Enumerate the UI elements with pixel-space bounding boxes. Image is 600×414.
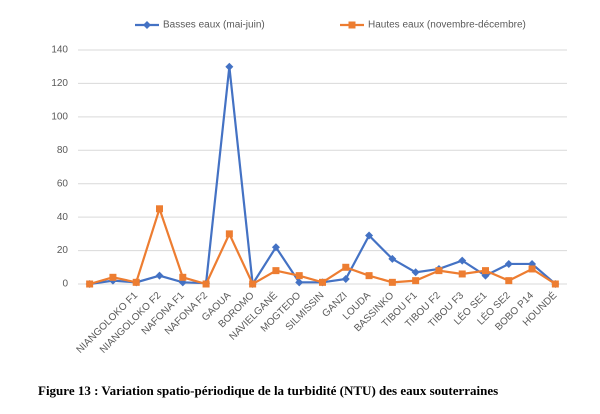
data-point [341,274,350,283]
y-tick-label: 0 [62,279,68,290]
legend-label: Hautes eaux (novembre-décembre) [368,20,526,31]
y-tick-label: 40 [57,212,69,223]
data-point [528,265,536,273]
legend-marker [143,21,151,29]
data-point [388,278,396,286]
data-point [271,243,280,252]
data-point [411,268,420,277]
data-point [225,230,233,238]
data-point [295,278,304,287]
y-tick-label: 120 [51,78,68,89]
data-point [155,271,164,280]
data-point [435,267,443,275]
data-point [156,205,163,213]
data-point [202,280,210,288]
data-point [132,278,140,286]
data-point [458,270,466,278]
y-tick-label: 60 [57,178,69,189]
data-point [86,280,94,288]
data-point [109,273,117,281]
data-point [319,278,326,286]
data-point [504,259,513,268]
legend-marker [348,21,356,29]
figure-caption: Figure 13 : Variation spatio-périodique … [38,383,498,398]
data-point [295,272,303,280]
series-line [89,66,557,288]
data-point [179,273,187,281]
data-point [551,280,559,288]
data-point [365,272,373,280]
data-point [249,280,257,288]
y-tick-label: 20 [57,245,69,256]
data-point [365,231,374,240]
data-point [388,254,397,263]
data-point [482,267,489,275]
data-point [225,62,234,71]
y-tick-label: 100 [51,111,68,122]
data-point [342,263,350,271]
data-point [412,277,420,285]
data-point [272,267,280,275]
y-tick-label: 140 [51,45,68,56]
legend-label: Basses eaux (mai-juin) [163,20,265,31]
data-point [505,277,513,285]
data-point [458,256,467,265]
y-tick-label: 80 [57,145,69,156]
